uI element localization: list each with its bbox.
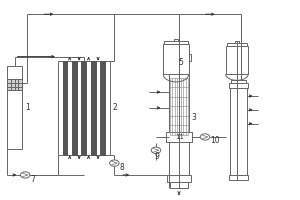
Bar	[229, 175, 248, 180]
Text: 2: 2	[113, 103, 118, 112]
Text: 9: 9	[154, 152, 159, 161]
Circle shape	[20, 172, 30, 178]
Bar	[58, 61, 110, 155]
Bar	[7, 66, 22, 149]
Bar	[72, 61, 77, 155]
Text: 1: 1	[25, 103, 30, 112]
Bar	[229, 83, 248, 88]
Circle shape	[200, 134, 210, 140]
Bar	[164, 44, 189, 74]
Bar	[226, 46, 248, 74]
Text: 7: 7	[31, 175, 35, 184]
Bar	[174, 39, 178, 41]
Bar	[169, 49, 188, 54]
Circle shape	[151, 147, 161, 153]
Bar	[166, 132, 192, 142]
Text: 5: 5	[178, 58, 183, 67]
Bar	[100, 61, 105, 155]
Bar	[231, 80, 246, 83]
Bar	[235, 41, 239, 43]
Bar	[167, 175, 191, 182]
Bar	[7, 79, 22, 90]
Bar	[63, 61, 67, 155]
Text: 11: 11	[175, 134, 184, 140]
Bar	[169, 182, 188, 188]
Bar	[91, 61, 96, 155]
Bar	[164, 41, 188, 44]
Text: 8: 8	[120, 163, 124, 172]
Bar	[167, 54, 191, 61]
Bar	[82, 61, 86, 155]
Bar	[169, 61, 189, 175]
Circle shape	[110, 160, 119, 166]
Bar	[227, 43, 247, 46]
Text: 3: 3	[192, 113, 197, 122]
Text: 10: 10	[210, 136, 220, 145]
Bar	[230, 88, 247, 175]
